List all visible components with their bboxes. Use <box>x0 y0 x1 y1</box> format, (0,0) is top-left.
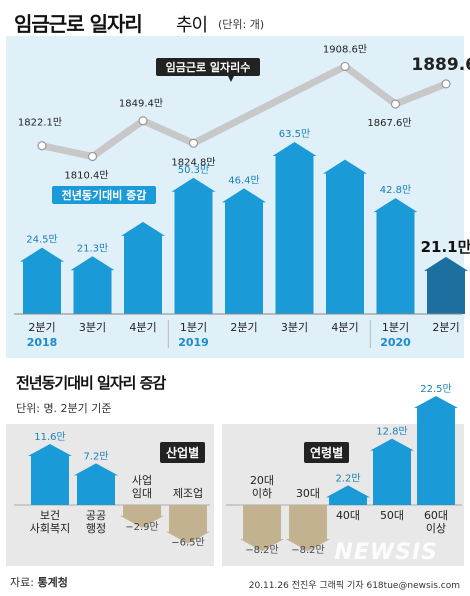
bar-value-label-7: 42.8만 <box>380 184 411 196</box>
line-value-label-6: 1908.6만 <box>323 43 367 55</box>
bottom-category-label-1-0-0: 20대 <box>250 474 274 487</box>
top-chart: 24.5만 21.3만 50.3만 46.4만 63.5만 42.8만 21.1만 2분기 3분… <box>14 43 470 349</box>
line-marker-7 <box>390 99 401 109</box>
bottom-bar-1-4 <box>414 396 458 505</box>
x-tick-label-2: 4분기 <box>129 321 156 334</box>
x-tick-label-1: 3분기 <box>79 321 106 334</box>
bar-series-tag-label: 전년동기대비 증감 <box>62 188 147 202</box>
bottom-bar-1-0 <box>240 505 284 552</box>
line-value-label-8: 1889.6만 <box>411 55 470 75</box>
section2-unit: 단위: 명. 2분기 기준 <box>16 402 112 415</box>
x-tick-label-4: 2분기 <box>230 321 257 334</box>
page-title: 임금근로 일자리 <box>14 12 143 36</box>
bar-value-label-0: 24.5만 <box>26 234 57 246</box>
line-value-label-7: 1867.6만 <box>367 117 411 129</box>
source-name: 통계청 <box>37 576 68 589</box>
bottom-value-label-1-3: 12.8만 <box>376 426 407 438</box>
section2-title: 전년동기대비 일자리 증감 <box>16 374 166 392</box>
bottom-value-label-1-4: 22.5만 <box>420 383 451 395</box>
year-label-2: 2020 <box>380 336 411 349</box>
bottom-value-label-0-2: −2.9만 <box>125 521 158 533</box>
bottom-category-label-0-0-0: 보건 <box>40 509 60 522</box>
bar-arrow-5 <box>272 142 317 314</box>
line-marker-0 <box>37 141 47 151</box>
bottom-category-label-0-2-1: 임대 <box>132 487 152 500</box>
bottom-bar-1-1 <box>286 505 330 552</box>
year-label-0: 2018 <box>27 336 58 349</box>
source: 자료: 통계청 <box>10 574 68 590</box>
bottom-category-label-1-0-1: 이하 <box>252 486 272 500</box>
bar-arrow-3 <box>171 177 216 314</box>
bottom-category-label-1-2-0: 40대 <box>336 509 360 522</box>
x-tick-label-3: 1분기 <box>180 321 207 334</box>
bottom-category-label-1-4-0: 60대 <box>424 509 448 522</box>
bar-value-label-1: 21.3만 <box>77 242 108 254</box>
bottom-bar-0-0 <box>28 443 72 505</box>
line-marker-6 <box>340 61 350 72</box>
bar-arrow-6 <box>323 159 367 314</box>
line-marker-2 <box>138 116 148 126</box>
line-value-label-0: 1822.1만 <box>18 117 62 129</box>
bottom-value-label-0-1: 7.2만 <box>83 450 108 462</box>
bar-arrow-8 <box>424 256 468 314</box>
bottom-bar-0-3 <box>166 505 210 544</box>
x-tick-label-8: 2분기 <box>432 321 459 334</box>
bottom-category-label-0-1-1: 행정 <box>86 522 106 535</box>
bar-arrow-4 <box>222 188 266 314</box>
bar-arrow-7 <box>373 198 418 314</box>
line-value-label-2: 1849.4만 <box>119 98 163 110</box>
watermark: NEWSIS <box>334 540 438 565</box>
bottom-category-label-1-1-0: 30대 <box>296 487 320 500</box>
bottom-category-label-0-2-0: 사업 <box>132 474 152 487</box>
bottom-value-label-0-3: −6.5만 <box>171 537 204 549</box>
bottom-category-label-1-4-1: 이상 <box>426 522 446 535</box>
industry-tag: 산업별 <box>160 442 206 463</box>
bar-arrow-2 <box>121 221 165 314</box>
line-series-tag-label: 임금근로 일자리수 <box>166 60 251 74</box>
x-tick-label-6: 4분기 <box>331 321 358 334</box>
bottom-category-label-1-3-0: 50대 <box>380 509 404 522</box>
bar-arrow-0 <box>20 247 64 314</box>
line-marker-1 <box>87 151 98 162</box>
bottom-value-label-1-1: −8.2만 <box>291 544 324 556</box>
bottom-value-label-1-0: −8.2만 <box>245 544 278 556</box>
bottom-category-label-0-1-0: 공공 <box>86 509 106 522</box>
x-tick-label-7: 1분기 <box>382 321 409 334</box>
page-subtitle: 추이 <box>176 15 208 36</box>
bottom-value-label-0-0: 11.6만 <box>34 431 65 443</box>
year-label-1: 2019 <box>178 336 209 349</box>
x-tick-label-5: 3분기 <box>281 321 308 334</box>
unit-label: (단위: 개) <box>218 18 265 31</box>
bar-arrow-1 <box>70 256 115 314</box>
line-value-label-1: 1810.4만 <box>64 169 108 181</box>
line-series-tag: 임금근로 일자리수 <box>156 58 260 82</box>
bar-series-tag: 전년동기대비 증감 <box>52 186 156 204</box>
bottom-category-label-0-0-1: 사회복지 <box>30 522 70 535</box>
source-label: 자료: <box>10 576 34 589</box>
bottom-bar-1-3 <box>370 438 414 505</box>
bottom-category-label-0-3-0: 제조업 <box>173 487 203 500</box>
bar-value-label-4: 46.4만 <box>228 174 259 186</box>
line-marker-8 <box>441 79 451 89</box>
bottom-bar-1-2 <box>326 485 370 505</box>
age-tag: 연령별 <box>304 442 350 463</box>
bottom-bar-0-2 <box>120 505 164 528</box>
x-tick-label-0: 2분기 <box>28 321 55 334</box>
line-marker-3 <box>188 138 199 148</box>
bar-value-label-3: 50.3만 <box>178 164 209 176</box>
bar-value-label-8: 21.1만 <box>421 238 470 256</box>
credit: 20.11.26 전진우 그래픽 기자 618tue@newsis.com <box>248 581 460 591</box>
bar-value-label-5: 63.5만 <box>279 128 310 140</box>
bottom-value-label-1-2: 2.2만 <box>335 472 360 484</box>
line-value-label-3: 1824.8만 <box>171 156 215 168</box>
bottom-bar-0-1 <box>74 463 118 505</box>
job-count-line <box>41 62 448 160</box>
